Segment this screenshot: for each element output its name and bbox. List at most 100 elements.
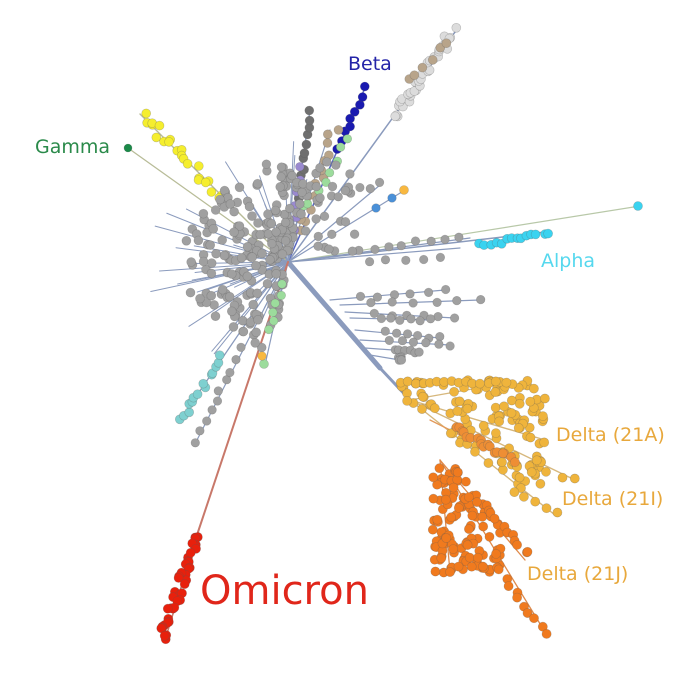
delta-21a-tip (402, 376, 413, 387)
grey-tip (432, 297, 442, 308)
delta-21a-tip (535, 478, 546, 489)
grey-tip (434, 339, 444, 349)
mint-tip (342, 134, 353, 144)
delta-21a-tip (490, 376, 501, 387)
delta-21a-tip (490, 387, 501, 397)
grey-tip (210, 205, 221, 215)
grey-tip (415, 316, 425, 326)
grey-tip (454, 232, 464, 242)
delta-21j-tip (463, 524, 474, 534)
teal-tip (214, 350, 225, 361)
delta-21j-label: Delta (21J) (527, 563, 628, 585)
delta-21j-tip (434, 463, 445, 474)
grey-tip (403, 329, 413, 339)
delta-21a-tip (514, 472, 525, 483)
grey-tip (315, 163, 325, 173)
delta-21a-tip (513, 422, 524, 433)
grey-tip (419, 254, 429, 265)
grey-tip (234, 221, 245, 231)
delta-21a-tip (557, 472, 568, 483)
grey-tip (211, 248, 221, 259)
grey-tip (253, 314, 263, 325)
delta-21a-tip (529, 383, 539, 394)
delta-21a-tip (525, 396, 536, 407)
grey-tip (313, 231, 323, 242)
grey-tip (426, 314, 436, 324)
delta-21j-tip (432, 514, 443, 525)
delta-21a-tip (506, 395, 517, 406)
grey-tip (376, 313, 387, 324)
delta-21i-tip (510, 457, 520, 468)
delta-21j-tip (491, 549, 501, 559)
grey-tip (207, 405, 217, 415)
grey-tip (190, 438, 200, 448)
grey-tip (271, 227, 281, 237)
teal-tip (184, 407, 194, 418)
delta-21a-tip (470, 446, 480, 457)
delta-21j-tip (446, 512, 457, 523)
grey-tip (205, 240, 215, 250)
grey-tip (324, 244, 334, 254)
delta-21i-label: Delta (21I) (562, 488, 663, 510)
alpha-tip (633, 201, 643, 211)
delta-21a-tip (483, 458, 494, 468)
grey-tip (355, 291, 366, 302)
grey-tip (408, 337, 419, 347)
grey-tip (206, 268, 217, 279)
grey-tip (311, 214, 321, 224)
delta-21j-tip (440, 494, 451, 505)
beta-label: Beta (348, 53, 392, 75)
grey-tip (285, 203, 295, 214)
light-grey-tip (451, 22, 462, 33)
grey-tip (294, 199, 305, 209)
grey-tip (413, 330, 423, 341)
alpha-label: Alpha (541, 250, 595, 272)
grey-tip (280, 236, 291, 246)
grey-tip (229, 227, 239, 237)
delta-21a-tip (497, 457, 507, 467)
grey-tip (406, 314, 416, 324)
grey-tip (198, 256, 209, 267)
alpha-branch (287, 231, 546, 263)
mint-tip (268, 307, 278, 318)
mint-tip (269, 316, 279, 326)
grey-tip (227, 306, 237, 317)
grey-tip (450, 313, 460, 323)
grey-tip (186, 257, 196, 267)
grey-tip (319, 211, 330, 222)
basal-branch (166, 212, 289, 263)
delta-21a-tip (509, 487, 520, 497)
delta-21j-tip (512, 540, 522, 550)
grey-tip (340, 185, 351, 196)
mint-tip (270, 298, 280, 308)
grey-tip (414, 347, 424, 357)
grey-tip (315, 193, 325, 203)
grey-tip (222, 375, 232, 385)
grey-tip (375, 177, 385, 187)
delta-21j-tip (471, 497, 482, 507)
grey-tip (392, 328, 402, 338)
grey-tip (217, 284, 228, 295)
grey-tip (340, 217, 351, 227)
grey-tip (255, 229, 266, 240)
tan-tip (409, 70, 420, 80)
delta-21a-label: Delta (21A) (556, 424, 665, 446)
delta-21a-tip (531, 455, 542, 466)
mint-tip (336, 142, 346, 152)
mint-tip (277, 279, 287, 289)
omicron-tip (185, 547, 196, 558)
grey-tip (372, 292, 383, 302)
delta-21j-tip (453, 561, 464, 572)
delta-21a-tip (490, 428, 501, 438)
delta-21j-tip (484, 531, 495, 542)
tan-tip (322, 129, 333, 140)
grey-tip (236, 253, 247, 263)
grey-tip (195, 426, 205, 436)
delta-21a-tip (540, 393, 550, 404)
delta-21j-tip (448, 482, 459, 493)
beta-tip (357, 92, 368, 102)
light-grey-tip (390, 111, 401, 122)
delta-21j-tip (428, 472, 439, 483)
grey-tip (225, 367, 235, 378)
